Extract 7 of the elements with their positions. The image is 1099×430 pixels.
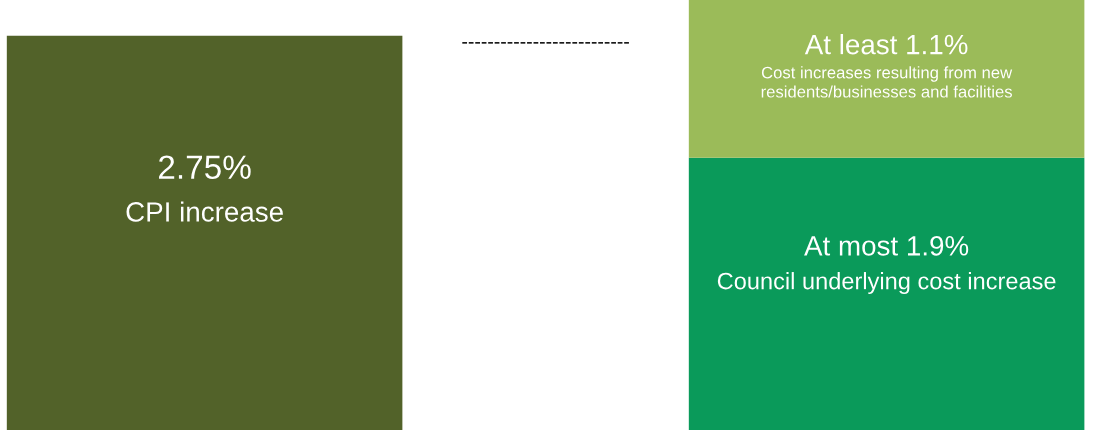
series-label: CPI increase <box>126 201 283 222</box>
series-label: Cost increases resulting from new residents/businesses and facilities <box>761 66 1013 98</box>
data-label: At most 1.9% <box>804 235 969 256</box>
series-label: Council underlying cost increase <box>717 272 1056 295</box>
data-label: 2.75% <box>159 155 251 180</box>
annotation: -------------------------- <box>462 42 629 44</box>
data-label: At least 1.1% <box>804 34 968 55</box>
